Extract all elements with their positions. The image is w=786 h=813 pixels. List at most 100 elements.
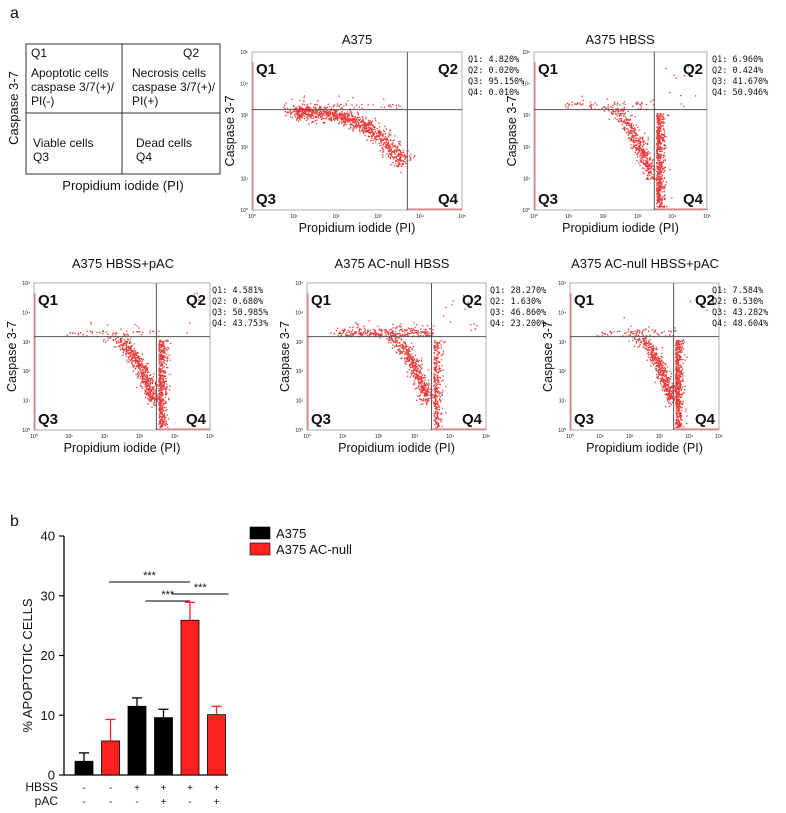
y-tick-label: 10⁴ bbox=[522, 82, 530, 88]
y-axis-title: Caspase 3-7 bbox=[505, 96, 519, 167]
condition-mark: + bbox=[214, 783, 220, 794]
y-tick-label: 10⁵ bbox=[558, 281, 566, 287]
x-tick-label: 10⁵ bbox=[482, 434, 490, 440]
quadrant-label-q3: Q3 bbox=[538, 191, 558, 208]
y-tick-label: 40 bbox=[41, 529, 55, 544]
quadrant-stat: Q3: 95.150% bbox=[468, 77, 524, 87]
condition-mark: + bbox=[161, 797, 167, 808]
x-tick-label: 10² bbox=[375, 434, 383, 440]
x-tick-label: 10⁰ bbox=[30, 434, 38, 440]
x-tick-label: 10¹ bbox=[596, 434, 604, 440]
x-axis-title: Propidium iodide (PI) bbox=[586, 441, 703, 455]
plot-frame bbox=[569, 282, 720, 431]
scatter-points bbox=[283, 95, 416, 174]
quadrant-label-q4: Q4 bbox=[695, 411, 716, 428]
quadrant-stat: Q3: 46.860% bbox=[490, 308, 546, 318]
quadrant-label-q1: Q1 bbox=[38, 292, 58, 309]
legend-q1-line-1: Apoptotic cells bbox=[31, 66, 108, 80]
quadrant-stat: Q1: 28.270% bbox=[490, 286, 546, 296]
x-tick-label: 10⁴ bbox=[685, 434, 693, 440]
x-tick-label: 10⁴ bbox=[669, 214, 677, 220]
condition-row-label: pAC bbox=[35, 794, 59, 808]
y-tick-label: 10⁰ bbox=[295, 428, 303, 434]
plot-frame bbox=[306, 282, 487, 431]
condition-mark: - bbox=[109, 797, 112, 808]
x-tick-label: 10⁰ bbox=[248, 214, 256, 220]
y-tick-label: 30 bbox=[41, 588, 55, 603]
y-tick-label: 10⁰ bbox=[522, 208, 530, 214]
bar bbox=[180, 619, 200, 776]
quadrant-label-q2: Q2 bbox=[695, 292, 715, 309]
quadrant-label-q2: Q2 bbox=[462, 292, 482, 309]
x-tick-label: 10² bbox=[626, 434, 634, 440]
condition-row-label: HBSS bbox=[25, 780, 58, 794]
legend-q2-label: Q2 bbox=[183, 46, 199, 60]
legend-y-label: Caspase 3-7 bbox=[6, 71, 21, 145]
x-tick-label: 10¹ bbox=[339, 434, 347, 440]
legend-label: A375 AC-null bbox=[276, 542, 352, 557]
scatter-title: A375 AC-null HBSS bbox=[335, 256, 450, 271]
x-tick-label: 10⁰ bbox=[303, 434, 311, 440]
y-tick-label: 10¹ bbox=[241, 176, 249, 182]
quadrant-stat: Q1: 6.960% bbox=[712, 55, 763, 65]
scatter-points bbox=[330, 295, 482, 429]
y-tick-label: 10³ bbox=[23, 340, 31, 346]
x-tick-label: 10⁴ bbox=[416, 214, 424, 220]
quadrant-label-q1: Q1 bbox=[256, 61, 276, 78]
x-tick-label: 10⁴ bbox=[171, 434, 179, 440]
x-tick-label: 10² bbox=[101, 434, 109, 440]
scatter-title: A375 HBSS bbox=[585, 32, 655, 47]
y-axis-title: % APOPTOTIC CELLS bbox=[20, 598, 35, 732]
quadrant-stat: Q4: 23.200% bbox=[490, 319, 546, 329]
x-tick-label: 10² bbox=[332, 214, 340, 220]
quadrant-label-q3: Q3 bbox=[256, 191, 276, 208]
legend-q1-label: Q1 bbox=[31, 46, 47, 60]
y-tick-label: 10⁵ bbox=[522, 50, 530, 56]
condition-mark: - bbox=[109, 783, 112, 794]
x-axis-title: Propidium iodide (PI) bbox=[64, 441, 181, 455]
condition-mark: + bbox=[134, 783, 140, 794]
x-axis-title: Propidium iodide (PI) bbox=[562, 221, 679, 235]
quadrant-stat: Q2: 0.020% bbox=[468, 66, 519, 76]
legend-swatch bbox=[249, 526, 271, 540]
y-tick-label: 10⁴ bbox=[558, 310, 566, 316]
scatter-title: A375 bbox=[342, 32, 372, 47]
y-tick-label: 10² bbox=[559, 369, 567, 375]
y-tick-label: 10⁰ bbox=[240, 208, 248, 214]
scatter-title: A375 AC-null HBSS+pAC bbox=[571, 256, 719, 271]
quadrant-label-q1: Q1 bbox=[574, 292, 594, 309]
quadrant-label-q3: Q3 bbox=[311, 411, 331, 428]
x-tick-label: 10⁵ bbox=[458, 214, 466, 220]
x-tick-label: 10⁵ bbox=[703, 214, 711, 220]
x-tick-label: 10³ bbox=[136, 434, 144, 440]
legend-q2-line-1: Necrosis cells bbox=[132, 66, 206, 80]
y-tick-label: 10⁰ bbox=[22, 428, 30, 434]
plot-frame bbox=[33, 282, 211, 431]
condition-mark: + bbox=[214, 797, 220, 808]
legend-q4-line-2: Q4 bbox=[136, 150, 152, 164]
y-axis-title: Caspase 3-7 bbox=[278, 321, 292, 392]
scatter-points bbox=[564, 66, 697, 209]
y-tick-label: 10² bbox=[241, 145, 249, 151]
quadrant-stat: Q3: 41.670% bbox=[712, 77, 768, 87]
x-tick-label: 10³ bbox=[634, 214, 642, 220]
bar bbox=[127, 705, 147, 776]
legend-q3-line-2: Q3 bbox=[33, 150, 49, 164]
panel-a-label: a bbox=[10, 5, 19, 22]
y-tick-label: 10⁴ bbox=[295, 310, 303, 316]
bar-chart: 0 10 20 30 40 % APOPTOTIC CELLS *** *** *** HBSS -… bbox=[20, 526, 352, 808]
quadrant-label-q4: Q4 bbox=[683, 191, 704, 208]
legend-q4-line-1: Dead cells bbox=[136, 136, 192, 150]
x-tick-label: 10⁰ bbox=[566, 434, 574, 440]
quadrant-label-q4: Q4 bbox=[462, 411, 483, 428]
y-tick-label: 10² bbox=[296, 369, 304, 375]
quadrant-stat: Q4: 50.946% bbox=[712, 88, 768, 98]
legend-swatch bbox=[249, 542, 271, 556]
x-tick-label: 10¹ bbox=[290, 214, 298, 220]
y-tick-label: 10² bbox=[23, 369, 31, 375]
quadrant-label-q1: Q1 bbox=[538, 61, 558, 78]
